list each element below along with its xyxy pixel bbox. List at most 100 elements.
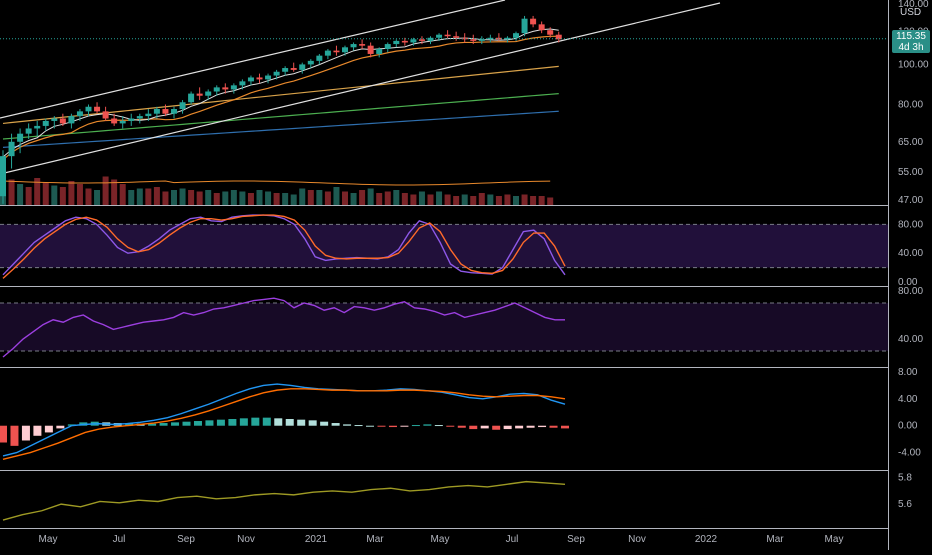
candle-body <box>453 36 460 38</box>
candle-body <box>538 24 545 31</box>
macd-histogram-bar <box>251 417 260 426</box>
time-axis-tick: Mar <box>766 534 784 545</box>
candle-body <box>547 30 554 35</box>
volume-bar <box>128 190 135 205</box>
candle-body <box>307 60 314 65</box>
volume-bar <box>179 188 186 205</box>
macd-histogram-bar <box>0 425 7 443</box>
volume-bar <box>239 191 246 205</box>
rsi-axis-tick: 40.00 <box>898 334 923 345</box>
candle-body <box>470 39 477 41</box>
macd-axis-tick: 0.00 <box>898 421 918 432</box>
candle-body <box>213 87 220 92</box>
macd-histogram-bar <box>503 425 512 430</box>
candle-body <box>393 40 400 45</box>
candle-body <box>273 71 280 76</box>
volume-bar <box>51 185 58 205</box>
candle-body <box>94 106 101 112</box>
volume-bar <box>470 196 477 205</box>
volume-bar <box>393 190 400 205</box>
macd-histogram-bar <box>216 419 225 426</box>
candle-body <box>444 34 451 37</box>
macd-histogram-bar <box>285 419 294 426</box>
volume-bar <box>427 194 434 205</box>
candle-body <box>418 39 425 41</box>
macd-histogram-bar <box>492 425 501 430</box>
macd-histogram-bar <box>228 419 237 426</box>
macd-axis-tick: -4.00 <box>898 448 921 459</box>
candle-body <box>376 48 383 54</box>
candle-body <box>324 50 331 56</box>
candle-body <box>42 120 49 126</box>
candle-body <box>247 77 254 82</box>
candle-body <box>179 102 186 110</box>
macd-histogram-bar <box>182 421 191 426</box>
macd-histogram-bar <box>159 423 168 426</box>
volume-bar <box>162 191 169 205</box>
candle-body <box>205 91 212 96</box>
volume-bar <box>453 196 460 205</box>
volume-bar <box>444 194 451 205</box>
macd-histogram-bar <box>377 425 386 427</box>
volume-bar <box>299 188 306 205</box>
candle-body <box>222 87 229 90</box>
candle-body <box>8 141 15 157</box>
volume-bar <box>119 184 126 205</box>
volume-bar <box>547 197 554 205</box>
macd-histogram-bar <box>262 417 271 426</box>
macd-axis-tick: 4.00 <box>898 394 918 405</box>
candle-body <box>136 116 143 119</box>
sixth-axis-tick: 5.6 <box>898 499 912 510</box>
candle-body <box>265 75 272 80</box>
volume-bar <box>273 193 280 205</box>
sixth-axis-tick: 5.8 <box>898 473 912 484</box>
time-axis-tick: May <box>431 534 450 545</box>
macd-histogram-bar <box>308 420 317 426</box>
volume-bar <box>495 196 502 205</box>
volume-bar <box>376 193 383 205</box>
volume-bar <box>538 196 545 205</box>
volume-bar <box>230 190 237 205</box>
candle-body <box>145 113 152 117</box>
macd-histogram-bar <box>148 423 157 426</box>
candle-body <box>290 68 297 70</box>
volume-bar <box>205 190 212 205</box>
candle-body <box>68 116 75 124</box>
volume-bar <box>513 196 519 205</box>
macd-axis-tick: 8.00 <box>898 367 918 378</box>
candle-body <box>367 45 374 54</box>
last-price-tag: 115.35 4d 3h <box>892 30 930 53</box>
volume-bar <box>418 191 425 205</box>
macd-histogram-bar <box>515 425 524 429</box>
volume-bar <box>359 190 366 205</box>
macd-histogram-bar <box>526 425 535 428</box>
volume-bar <box>34 178 41 205</box>
macd-histogram-bar <box>320 421 329 426</box>
time-axis-tick: May <box>39 534 58 545</box>
volume-bar <box>247 193 254 205</box>
candle-body <box>521 18 528 34</box>
candle-body <box>282 68 289 72</box>
time-axis-tick: Nov <box>628 534 646 545</box>
ma-line-orange <box>2 35 559 161</box>
bar-countdown: 4d 3h <box>898 42 924 53</box>
volume-bar <box>410 194 417 205</box>
macd-histogram-bar <box>480 425 489 429</box>
ma-line-green <box>2 93 559 140</box>
candle-body <box>478 39 485 41</box>
macd-histogram-bar <box>171 422 180 426</box>
candle-body <box>119 120 126 124</box>
macd-histogram-bar <box>457 425 466 428</box>
time-axis-tick: 2021 <box>305 534 328 545</box>
rsi-band-fill <box>0 303 888 351</box>
signal-line <box>2 388 566 460</box>
candle-body <box>427 37 434 41</box>
stoch-axis-tick: 0.00 <box>898 277 918 288</box>
macd-histogram-bar <box>33 425 42 436</box>
candle-body <box>342 47 348 53</box>
macd-histogram-bar <box>561 425 569 429</box>
candle-body <box>76 111 83 117</box>
volume-bar <box>76 184 83 205</box>
macd-histogram-bar <box>423 424 432 426</box>
